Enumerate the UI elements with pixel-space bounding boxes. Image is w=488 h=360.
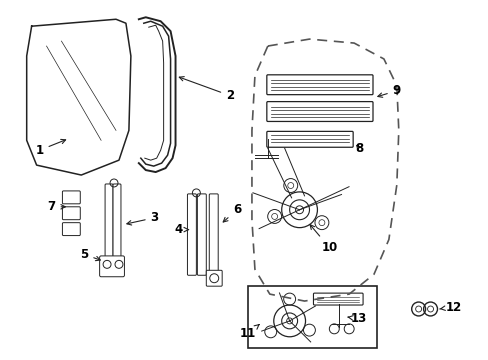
FancyBboxPatch shape <box>187 194 196 275</box>
FancyBboxPatch shape <box>197 194 206 275</box>
Text: 13: 13 <box>347 312 366 325</box>
Text: 8: 8 <box>354 142 363 155</box>
Text: 3: 3 <box>126 211 159 225</box>
Text: 2: 2 <box>179 77 234 102</box>
Text: 10: 10 <box>309 225 337 254</box>
Text: 9: 9 <box>377 84 400 97</box>
FancyBboxPatch shape <box>62 191 80 204</box>
Text: 4: 4 <box>174 223 188 236</box>
FancyBboxPatch shape <box>266 75 372 95</box>
FancyBboxPatch shape <box>100 256 124 277</box>
FancyBboxPatch shape <box>62 207 80 220</box>
Text: 7: 7 <box>47 200 65 213</box>
FancyBboxPatch shape <box>113 184 121 260</box>
FancyBboxPatch shape <box>266 131 352 147</box>
Text: 5: 5 <box>80 248 100 261</box>
FancyBboxPatch shape <box>105 184 113 260</box>
Text: 1: 1 <box>36 139 65 157</box>
Text: 6: 6 <box>223 203 241 222</box>
FancyBboxPatch shape <box>313 293 362 305</box>
FancyBboxPatch shape <box>62 223 80 235</box>
FancyBboxPatch shape <box>209 194 218 275</box>
Text: 12: 12 <box>439 301 461 314</box>
FancyBboxPatch shape <box>266 102 372 121</box>
FancyBboxPatch shape <box>247 286 376 348</box>
FancyBboxPatch shape <box>206 270 222 286</box>
Text: 11: 11 <box>239 324 259 340</box>
